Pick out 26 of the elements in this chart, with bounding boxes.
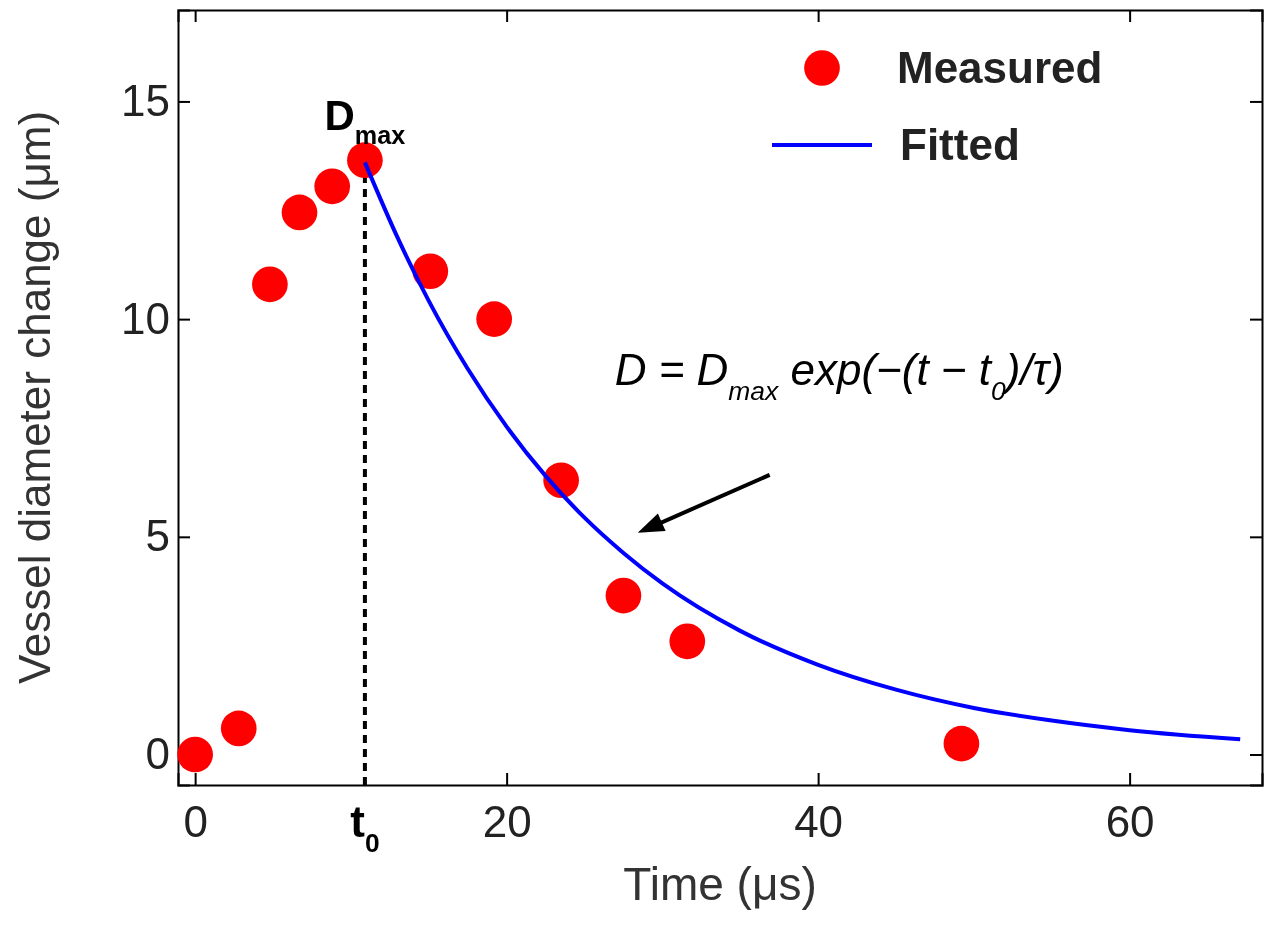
y-tick-label: 15 [121,76,170,126]
y-axis-title: Vessel diameter change (μm) [10,110,59,685]
y-tick-label: 10 [121,293,170,343]
y-tick-label: 5 [145,511,170,561]
annotation: D = D$_{max}$ exp(−(t − t$_{0}$)/τ) [614,344,1064,406]
point [347,142,383,179]
point [314,168,351,205]
x-tick-label: 0 [183,796,208,846]
point [943,725,980,762]
point [669,623,706,660]
x-tick-label: 60 [1105,796,1155,846]
point [252,266,288,303]
point [476,301,513,337]
point [177,736,213,773]
point [220,710,257,747]
y-tick-label: 0 [145,729,170,779]
point [281,194,318,231]
x-tick-label: 20 [482,796,532,846]
ref-line-label: t$_{0}$ [350,796,380,858]
x-tick-label: 40 [794,796,844,846]
legend-label: Fitted [900,120,1020,170]
point [412,253,449,290]
point [605,577,642,614]
annotation: D$_{max}$ [324,92,406,150]
x-axis-title: Time (μs) [623,858,817,910]
legend-label: Measured [897,43,1103,93]
